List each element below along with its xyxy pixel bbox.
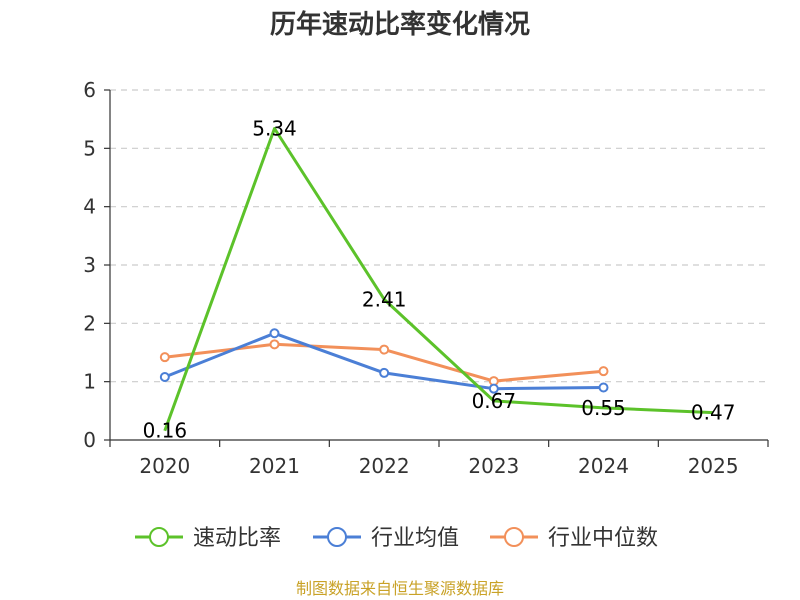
y-tick-label-3: 3 (83, 253, 96, 277)
data-label-2024: 0.55 (581, 396, 626, 420)
data-label-2025: 0.47 (691, 401, 736, 425)
legend-swatch-marker-0 (149, 527, 169, 547)
y-tick-label-2: 2 (83, 311, 96, 335)
x-tick-label-2021: 2021 (249, 454, 300, 478)
y-tick-label-4: 4 (83, 195, 96, 219)
series-1-point-2023 (488, 383, 499, 394)
series-1-point-2024 (598, 382, 609, 393)
series-1-point-2021 (269, 328, 280, 339)
legend-swatch-marker-1 (327, 527, 347, 547)
series-2-point-2024 (598, 366, 609, 377)
data-label-2023: 0.67 (472, 389, 517, 413)
legend[interactable]: 速动比率 行业均值 行业中位数 (135, 526, 658, 551)
data-label-2022: 2.41 (362, 287, 407, 311)
data-label-2020: 0.16 (143, 419, 188, 443)
legend-label-1: 行业均值 (371, 526, 459, 551)
legend-item-1[interactable]: 行业均值 (313, 526, 459, 551)
source-note: 制图数据来自恒生聚源数据库 (296, 579, 504, 598)
data-label-2021: 5.34 (252, 117, 297, 141)
grid (110, 89, 768, 383)
legend-item-0[interactable]: 速动比率 (135, 526, 281, 551)
series-line-1 (164, 331, 604, 391)
y-tick-label-5: 5 (83, 136, 96, 160)
data-labels: 0.16 5.34 2.41 0.67 0.55 0.47 (143, 117, 736, 443)
x-tick-label-2025: 2025 (688, 454, 739, 478)
x-tick-label-2022: 2022 (359, 454, 410, 478)
y-tick-label-0: 0 (83, 428, 96, 452)
series-1-point-2022 (379, 367, 390, 378)
axes: 0 1 2 3 4 5 6 2020 2021 2022 2023 2024 2025 (83, 78, 769, 478)
legend-item-2[interactable]: 行业中位数 (490, 526, 658, 551)
series-2-point-2020 (159, 352, 170, 363)
series-line-0 (163, 127, 714, 432)
y-tick-label-6: 6 (83, 78, 96, 102)
chart-title: 历年速动比率变化情况 (270, 9, 530, 40)
series-layer (159, 127, 714, 432)
legend-label-2: 行业中位数 (548, 526, 658, 551)
x-tick-label-2024: 2024 (578, 454, 629, 478)
legend-label-0: 速动比率 (193, 526, 281, 551)
series-2-point-2021 (269, 339, 280, 350)
legend-swatch-marker-2 (504, 527, 524, 547)
x-tick-label-2020: 2020 (139, 454, 190, 478)
series-2-point-2022 (379, 344, 390, 355)
x-tick-label-2023: 2023 (468, 454, 519, 478)
y-tick-label-1: 1 (83, 370, 96, 394)
series-1-point-2020 (159, 372, 170, 382)
